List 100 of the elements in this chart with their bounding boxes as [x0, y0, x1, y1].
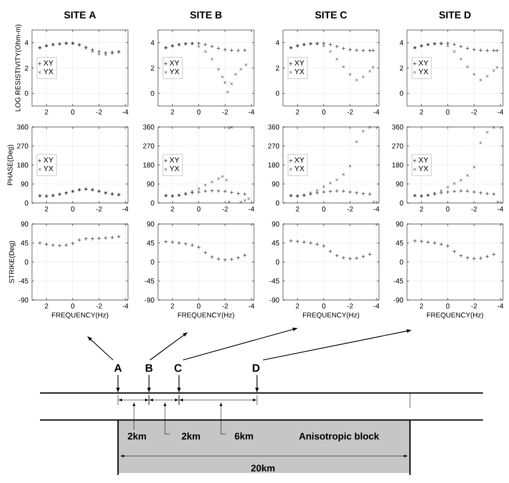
point — [368, 252, 372, 256]
point — [460, 178, 462, 182]
text: B — [146, 364, 152, 372]
point — [190, 243, 194, 248]
point — [492, 69, 496, 72]
point — [335, 44, 339, 48]
point — [466, 46, 470, 50]
point — [355, 140, 358, 144]
point — [361, 48, 366, 52]
point — [288, 238, 293, 243]
point — [342, 256, 346, 260]
point — [452, 250, 456, 254]
point — [466, 256, 470, 260]
point — [243, 199, 246, 202]
point — [426, 240, 430, 244]
point — [239, 200, 242, 204]
point — [51, 243, 55, 248]
point — [485, 192, 490, 196]
point — [322, 190, 326, 194]
point — [239, 68, 242, 71]
point — [336, 178, 338, 182]
point — [440, 42, 443, 46]
point — [478, 48, 483, 52]
chart-title: SITE C — [315, 11, 347, 18]
point — [485, 254, 490, 258]
text: 20km — [251, 464, 275, 472]
point — [348, 190, 352, 194]
point — [230, 126, 234, 129]
point — [190, 42, 194, 46]
point — [90, 236, 94, 241]
point — [368, 70, 372, 73]
point — [495, 48, 499, 52]
point — [210, 44, 214, 48]
point — [452, 182, 456, 185]
point — [236, 256, 240, 260]
point — [210, 188, 214, 193]
point — [479, 141, 482, 144]
point — [203, 189, 208, 194]
point — [460, 58, 462, 61]
point — [242, 48, 247, 52]
point — [110, 236, 114, 240]
point — [228, 126, 230, 130]
point — [196, 41, 201, 46]
point — [104, 50, 108, 55]
point — [452, 189, 456, 194]
point — [466, 174, 469, 177]
point — [203, 42, 208, 46]
point — [38, 241, 42, 245]
point — [216, 46, 220, 50]
point — [184, 242, 188, 246]
point — [210, 180, 214, 184]
point — [221, 175, 224, 178]
point — [348, 48, 352, 52]
point — [223, 48, 227, 52]
text: A — [114, 364, 122, 372]
point — [472, 72, 476, 76]
point — [164, 240, 168, 244]
chart-title: SITE B — [190, 11, 222, 18]
point — [230, 82, 234, 86]
point — [190, 190, 194, 193]
point — [98, 52, 100, 56]
point — [362, 75, 365, 78]
point — [472, 48, 476, 52]
text: 6km — [234, 432, 253, 440]
text: 2km — [182, 432, 200, 440]
point — [348, 72, 352, 76]
point — [342, 46, 346, 50]
point — [479, 78, 482, 82]
point — [64, 243, 68, 248]
point — [496, 200, 500, 204]
point — [439, 190, 444, 195]
point — [77, 238, 82, 242]
point — [308, 241, 313, 245]
point — [335, 189, 339, 193]
point — [412, 238, 417, 243]
point — [216, 257, 220, 261]
point — [196, 245, 201, 250]
point — [196, 190, 201, 194]
point — [492, 48, 496, 52]
point — [328, 189, 332, 194]
point — [485, 48, 490, 52]
point — [361, 192, 366, 196]
point — [446, 41, 450, 46]
point — [452, 50, 456, 53]
point — [472, 190, 476, 194]
point — [116, 234, 121, 239]
point — [104, 236, 108, 240]
point — [354, 48, 359, 52]
text: C — [174, 364, 182, 372]
point — [486, 74, 489, 78]
point — [335, 254, 339, 258]
point — [210, 255, 214, 259]
point — [354, 190, 359, 195]
point — [371, 48, 375, 52]
text: D — [252, 364, 260, 372]
point — [308, 192, 313, 196]
point — [328, 50, 332, 53]
point — [236, 192, 240, 196]
point — [315, 190, 320, 195]
point — [203, 250, 208, 255]
